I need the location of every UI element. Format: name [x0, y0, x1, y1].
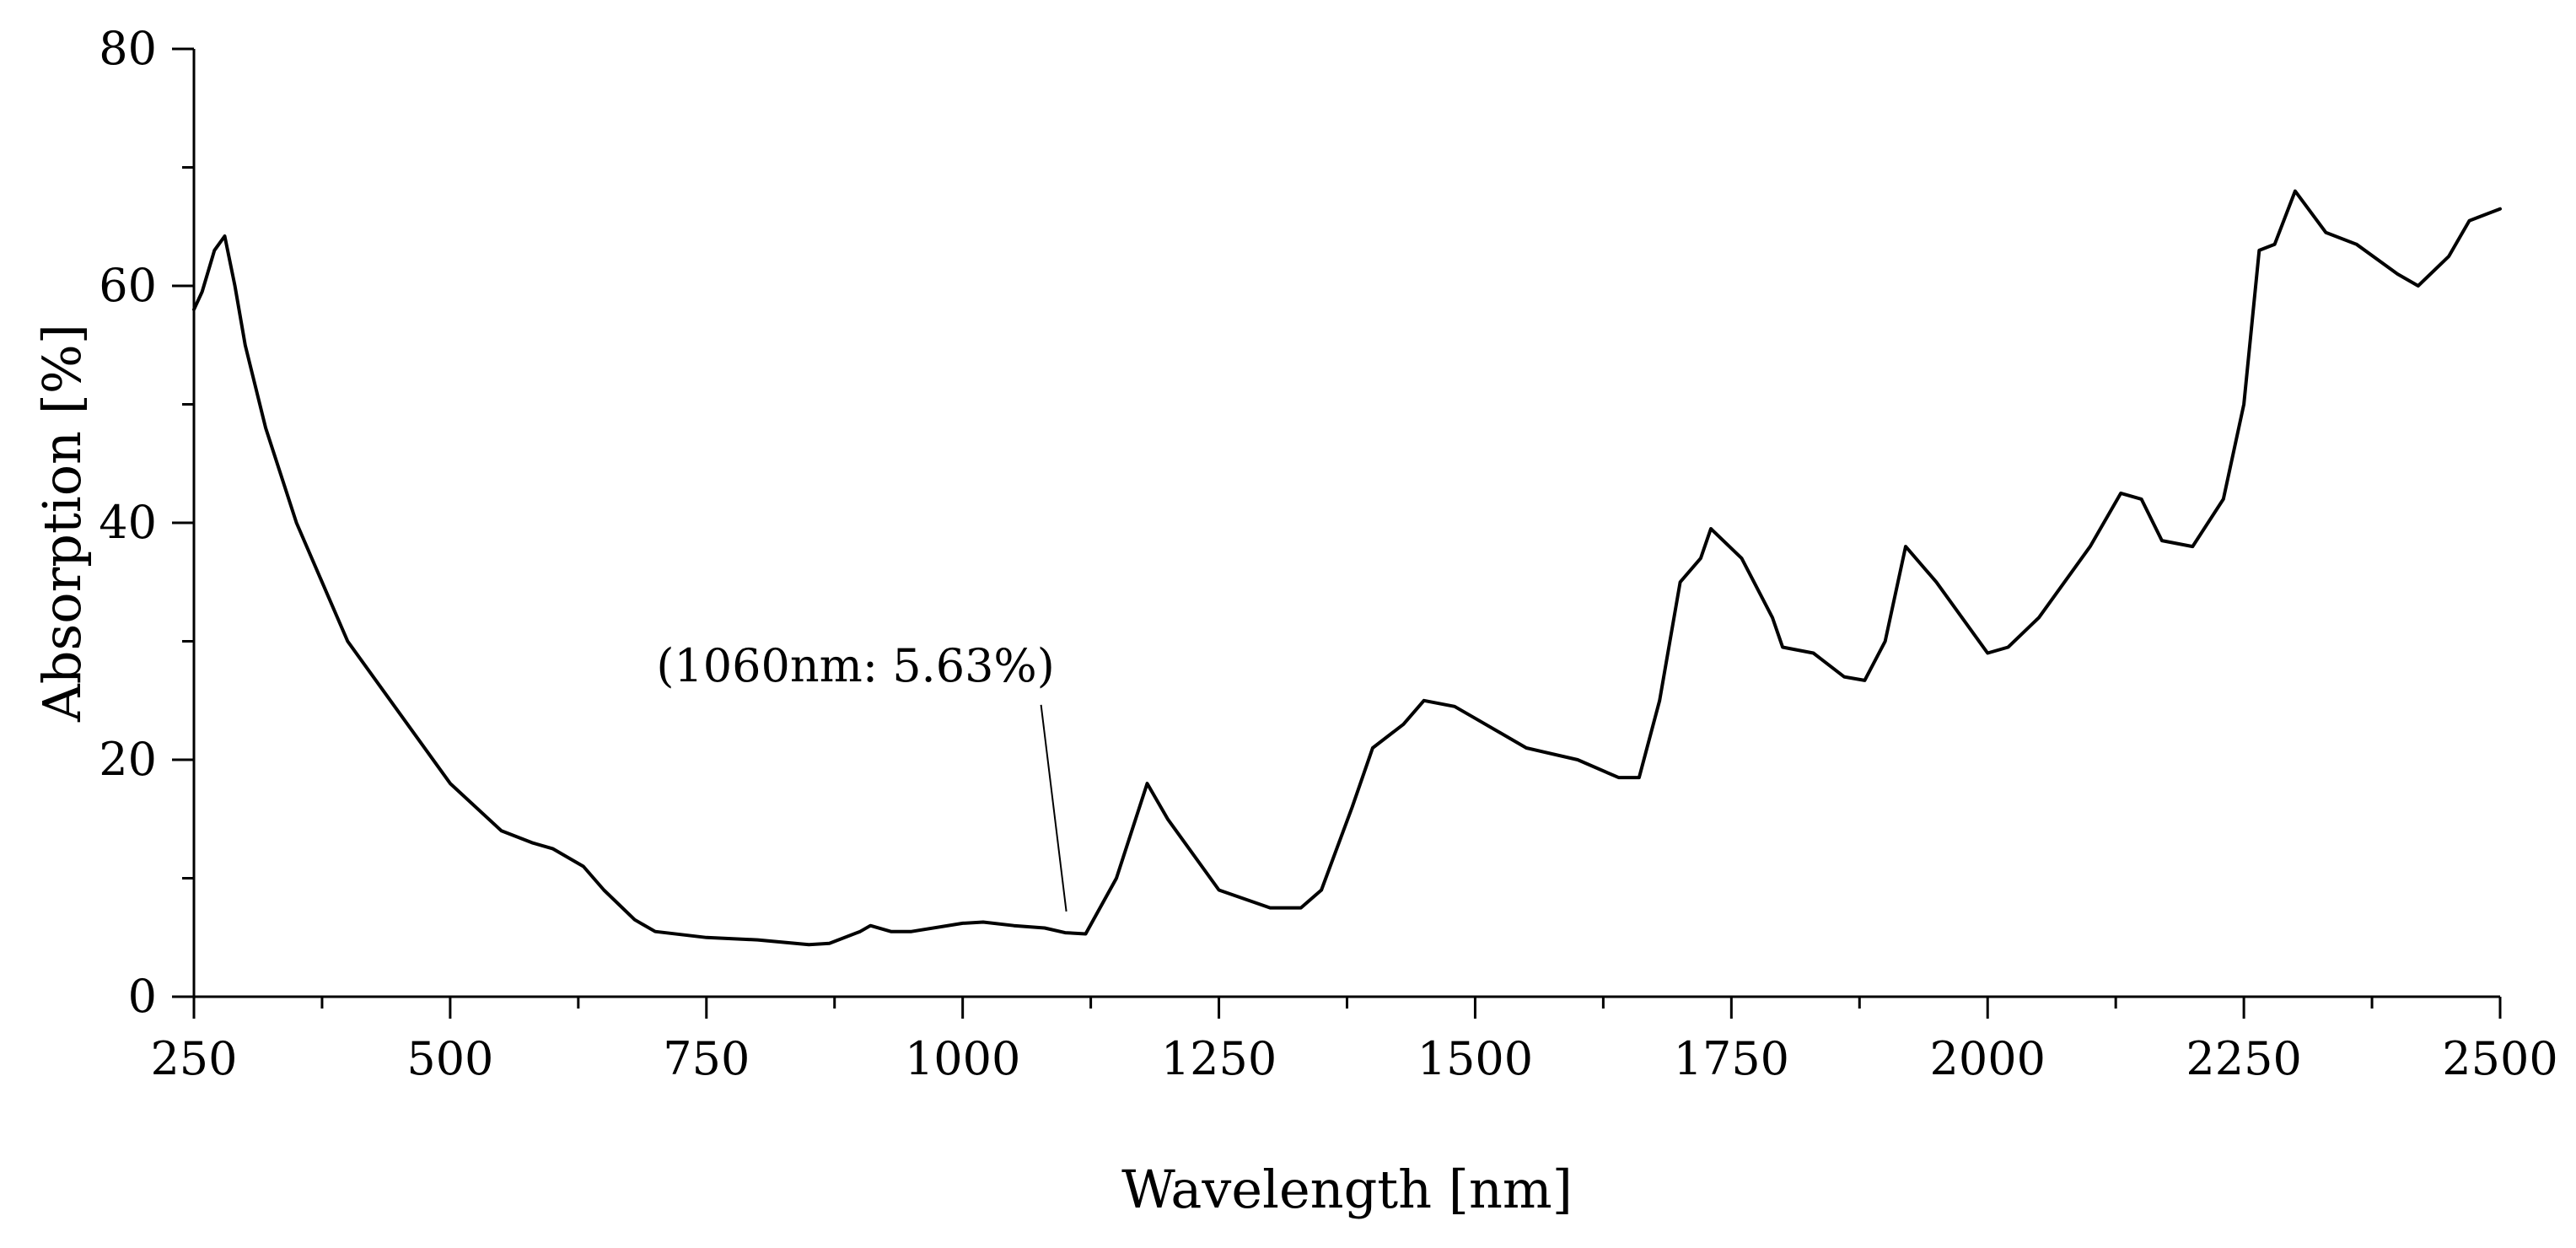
x-tick-label: 250 — [150, 1032, 237, 1085]
ticks: 250 500 750 1000 1250 1500 1750 2000 2250 2500 0 20… — [99, 22, 2557, 1085]
x-tick-label: 750 — [663, 1032, 750, 1085]
x-tick-label: 2500 — [2442, 1032, 2557, 1085]
series-group — [192, 189, 2502, 947]
annotation-label: (1060nm: 5.63%) — [656, 639, 1054, 692]
annotations: (1060nm: 5.63%) — [656, 639, 1068, 912]
y-axis-title: Absorption [%] — [31, 324, 93, 723]
y-tick-label: 80 — [99, 22, 157, 75]
x-tick-label: 1750 — [1674, 1032, 1789, 1085]
y-tick-label: 40 — [99, 496, 157, 549]
x-tick-label: 500 — [406, 1032, 493, 1085]
x-tick-label: 2250 — [2186, 1032, 2301, 1085]
y-tick-label: 20 — [99, 733, 157, 786]
series-line-0 — [192, 189, 2502, 947]
x-tick-label: 1500 — [1417, 1032, 1533, 1085]
x-tick-label: 1000 — [905, 1032, 1020, 1085]
x-tick-label: 1250 — [1161, 1032, 1277, 1085]
x-tick-label: 2000 — [1930, 1032, 2046, 1085]
x-axis-title: Wavelength [nm] — [1121, 1159, 1573, 1220]
y-tick-label: 0 — [128, 970, 157, 1023]
y-tick-label: 60 — [99, 259, 157, 312]
annotation-leader-line — [1040, 704, 1068, 912]
